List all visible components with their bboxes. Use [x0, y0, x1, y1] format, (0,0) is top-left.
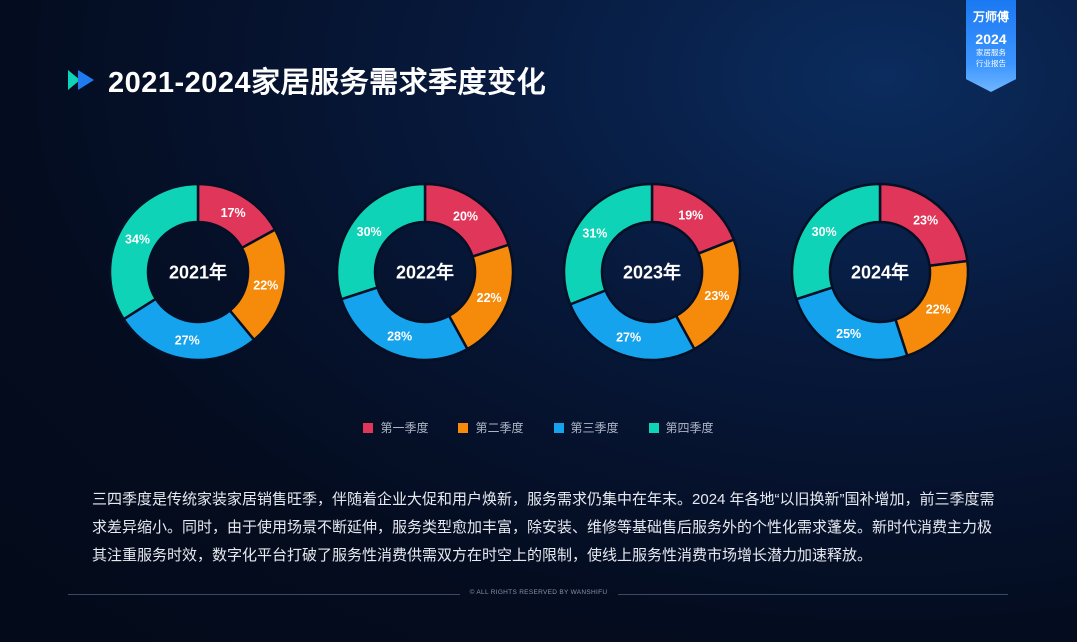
- page-title: 2021-2024家居服务需求季度变化: [108, 67, 547, 99]
- chart-legend: 第一季度 第二季度 第三季度 第四季度: [0, 419, 1077, 436]
- donut-2-slice-q4: [335, 182, 427, 301]
- donut-1-value-label-q4: 34%: [125, 232, 150, 246]
- footer-copyright: © ALL RIGHTS RESERVED BY WANSHIFU: [0, 589, 1077, 596]
- legend-swatch-q1: [363, 422, 374, 433]
- donut-1-value-label-q1: 17%: [221, 206, 246, 220]
- legend-swatch-q3: [553, 422, 564, 433]
- legend-label-q4: 第四季度: [665, 421, 714, 435]
- donut-1-value-label-q3: 27%: [175, 334, 200, 348]
- legend-item-q3: 第三季度: [553, 419, 619, 436]
- legend-label-q2: 第二季度: [475, 421, 524, 435]
- donut-2-value-label-q2: 22%: [477, 291, 502, 305]
- donut-3-center-label: 2023年: [623, 262, 681, 283]
- donut-4-slice-q4: [790, 182, 882, 301]
- legend-label-q1: 第一季度: [380, 421, 429, 435]
- donut-2-center-label: 2022年: [396, 262, 454, 283]
- donut-2-slice-q3: [339, 285, 470, 362]
- donut-2-value-label-q3: 28%: [387, 330, 412, 344]
- footer-copyright-text: © ALL RIGHTS RESERVED BY WANSHIFU: [469, 589, 608, 596]
- donut-3-slice-q4: [562, 182, 654, 307]
- brand-badge: 万师傅 2024 家居服务 行业报告: [966, 0, 1016, 92]
- donut-4-value-label-q2: 22%: [926, 302, 951, 316]
- page-title-row: 2021-2024家居服务需求季度变化: [68, 60, 546, 100]
- donut-1-slice-q4: [108, 182, 200, 321]
- donut-3-value-label-q3: 27%: [616, 330, 641, 344]
- donut-4-value-label-q1: 23%: [913, 214, 938, 228]
- legend-swatch-q4: [648, 422, 659, 433]
- donut-3-value-label-q2: 23%: [704, 289, 729, 303]
- brand-name: 万师傅: [972, 10, 1009, 24]
- footer-divider-right: [618, 594, 1008, 595]
- brand-line-2: 行业报告: [976, 59, 1006, 68]
- brand-line-1: 家居服务: [976, 48, 1006, 57]
- donut-1-slice-q3: [121, 297, 256, 362]
- donut-2-value-label-q1: 20%: [453, 210, 478, 224]
- donut-2-value-label-q4: 30%: [357, 225, 382, 239]
- donut-4-value-label-q3: 25%: [836, 327, 861, 341]
- legend-swatch-q2: [458, 422, 469, 433]
- description-paragraph: 三四季度是传统家装家居销售旺季，伴随着企业大促和用户焕新，服务需求仍集中在年末。…: [92, 491, 995, 564]
- legend-label-q3: 第三季度: [570, 421, 619, 435]
- donut-4-center-label: 2024年: [851, 262, 909, 283]
- donut-1-value-label-q2: 22%: [253, 278, 278, 292]
- donut-3-value-label-q1: 19%: [678, 208, 703, 222]
- double-play-icon: [68, 70, 94, 90]
- donut-1-center-label: 2021年: [169, 262, 227, 283]
- legend-item-q2: 第二季度: [458, 419, 524, 436]
- legend-item-q1: 第一季度: [363, 419, 428, 436]
- donut-3-slice-q3: [568, 288, 697, 362]
- donut-3-value-label-q4: 31%: [582, 227, 607, 241]
- donut-4-value-label-q4: 30%: [812, 225, 837, 239]
- donut-charts: 17% 22% 27% 34% 2021年 20% 22% 28% 30% 2022年 19% 23%…: [108, 182, 970, 362]
- footer-divider-left: [68, 594, 460, 595]
- brand-year: 2024: [975, 31, 1007, 47]
- donut-4-slice-q3: [794, 285, 909, 362]
- legend-item-q4: 第四季度: [648, 419, 714, 436]
